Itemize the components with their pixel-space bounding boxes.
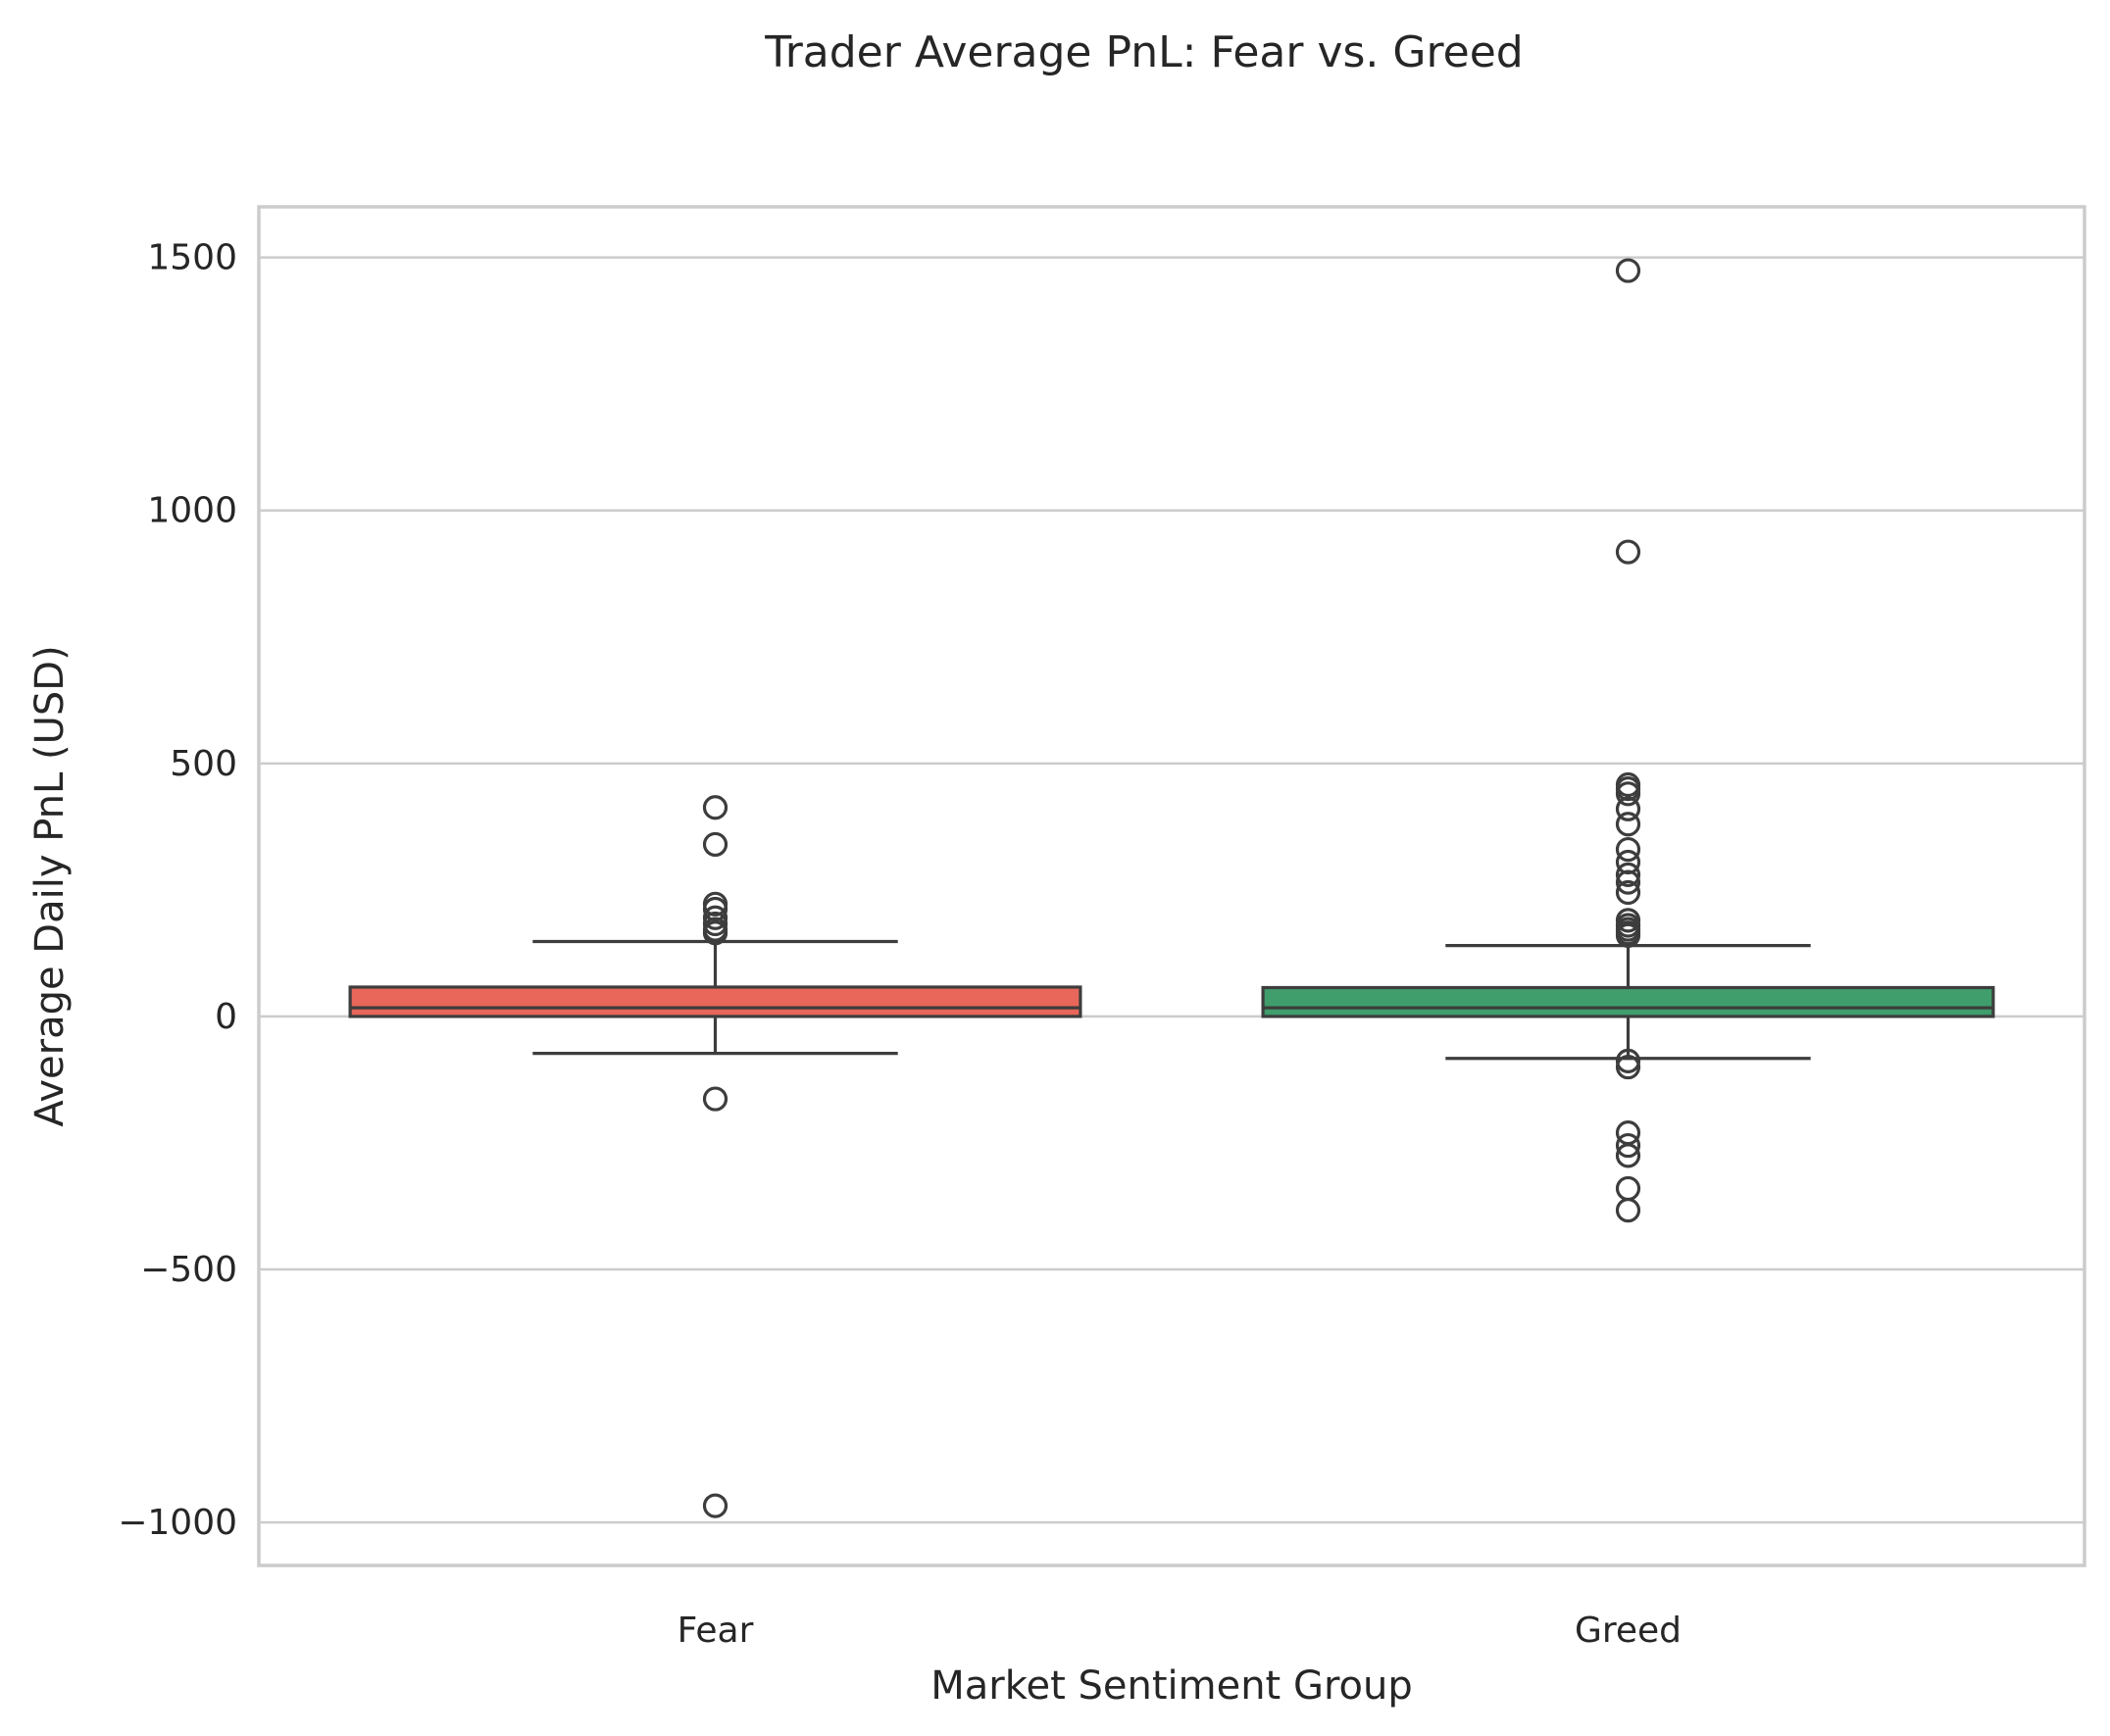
outlier-point xyxy=(1615,812,1641,837)
outlier-point xyxy=(1615,1143,1641,1168)
outlier-point xyxy=(1615,1054,1641,1080)
outlier-point xyxy=(1615,1048,1641,1073)
outlier-point xyxy=(1615,1198,1641,1223)
x-tick-label: Fear xyxy=(678,1611,754,1651)
outlier-point xyxy=(1615,869,1641,895)
y-tick-label: −500 xyxy=(140,1250,237,1290)
iqr-box xyxy=(348,985,1082,1018)
x-axis-label: Market Sentiment Group xyxy=(930,1663,1412,1709)
outlier-point xyxy=(702,1086,728,1112)
chart-title: Trader Average PnL: Fear vs. Greed xyxy=(764,27,1523,77)
outlier-point xyxy=(702,905,728,930)
y-tick-label: 0 xyxy=(215,997,237,1037)
plot-frame xyxy=(257,205,2086,1567)
y-axis-label: Average Daily PnL (USD) xyxy=(27,645,73,1126)
outlier-point xyxy=(702,920,728,946)
outlier-point xyxy=(1615,849,1641,875)
outlier-point xyxy=(1615,879,1641,906)
grid-lines xyxy=(259,256,2085,1524)
box-fear xyxy=(348,795,1082,1518)
y-tick-label: 1500 xyxy=(147,238,237,278)
outlier-point xyxy=(1615,862,1641,887)
box-greed xyxy=(1261,258,1995,1223)
y-tick-label: 500 xyxy=(170,744,237,784)
outlier-point xyxy=(702,795,728,820)
outlier-point xyxy=(702,831,728,858)
boxes xyxy=(348,258,1995,1518)
outlier-point xyxy=(1615,1132,1641,1159)
outlier-point xyxy=(702,1493,728,1518)
outlier-point xyxy=(1615,796,1641,821)
y-tick-label: −1000 xyxy=(118,1503,237,1543)
x-tick-label: Greed xyxy=(1575,1611,1682,1651)
outlier-point xyxy=(1615,258,1641,283)
y-tick-label: 1000 xyxy=(147,491,237,531)
tick-labels: −1000 −500 0 500 1000 1500 Fear Greed xyxy=(118,238,1682,1651)
outlier-point xyxy=(1615,781,1641,807)
outlier-point xyxy=(1615,1120,1641,1146)
outlier-point xyxy=(1615,836,1641,863)
outlier-point xyxy=(1615,922,1641,948)
outlier-point xyxy=(1615,539,1641,565)
outlier-point xyxy=(1615,1175,1641,1202)
iqr-box xyxy=(1261,985,1995,1018)
